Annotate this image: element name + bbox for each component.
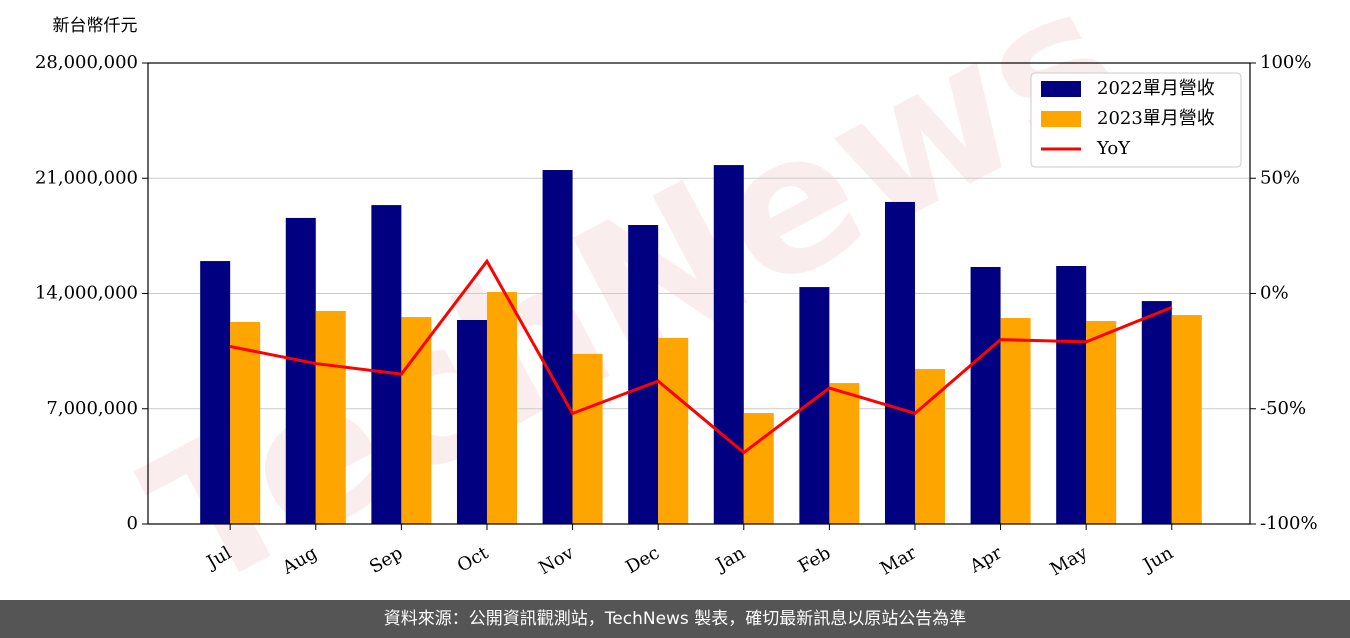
bar: [884, 201, 915, 525]
bar: [230, 321, 261, 524]
y-tick-label: 21,000,000: [35, 167, 138, 188]
x-tick-label: Oct: [454, 542, 493, 577]
legend-box: [1030, 72, 1242, 168]
bar: [315, 310, 346, 524]
bar: [829, 383, 860, 524]
x-tick-label: Feb: [795, 542, 835, 577]
y2-tick-label: -50%: [1260, 398, 1306, 419]
bar: [401, 317, 432, 524]
bar: [542, 170, 573, 524]
x-tick-label: Dec: [622, 542, 663, 578]
y2-tick-label: 0%: [1260, 283, 1289, 304]
bar: [628, 225, 659, 524]
y-axis-label: 新台幣仟元: [53, 16, 138, 36]
bar: [970, 266, 1001, 524]
bar: [743, 413, 774, 524]
bar: [914, 369, 945, 524]
y-tick-label: 0: [127, 513, 138, 534]
bar: [1056, 266, 1087, 524]
legend-label: YoY: [1096, 138, 1131, 159]
line-series: [229, 258, 1173, 455]
legend-label: 2023單月營收: [1097, 108, 1215, 129]
x-tick-label: May: [1047, 542, 1092, 580]
x-tick-label: Jan: [711, 542, 749, 576]
y2-tick-label: 50%: [1260, 167, 1300, 188]
x-tick-label: Jun: [1138, 542, 1177, 577]
footer: 資料來源：公開資訊觀測站，TechNews 製表，確切最新訊息以原站公告為準: [0, 600, 1350, 638]
y-tick-label: 7,000,000: [46, 398, 138, 419]
bar: [200, 261, 231, 524]
bar: [1171, 315, 1202, 524]
legend: 2022單月營收 2023單月營收 YoY: [1030, 72, 1242, 168]
plot-frame: [147, 62, 1251, 525]
bar: [658, 337, 689, 524]
legend-swatch: [1041, 81, 1081, 97]
bar: [572, 353, 603, 524]
y-tick-label: 28,000,000: [35, 52, 138, 73]
bar: [371, 205, 402, 524]
bar: [1000, 318, 1031, 524]
x-tick-label: Apr: [966, 542, 1006, 577]
y2-tick-label: -100%: [1260, 513, 1318, 534]
x-tick-label: Mar: [877, 542, 921, 579]
bar: [285, 217, 316, 524]
bar: [1141, 301, 1172, 524]
bar: [456, 320, 487, 524]
legend-swatch: [1041, 111, 1081, 127]
x-tick-label: Nov: [535, 542, 578, 579]
chart: 新台幣仟元 TechNews 07,000,00014,000,00021,00…: [35, 0, 1318, 634]
bar: [713, 165, 744, 525]
legend-label: 2022單月營收: [1097, 78, 1215, 99]
y2-tick-label: 100%: [1260, 52, 1311, 73]
bar: [1086, 320, 1117, 524]
bar: [486, 292, 517, 524]
y-tick-label: 14,000,000: [35, 283, 138, 304]
